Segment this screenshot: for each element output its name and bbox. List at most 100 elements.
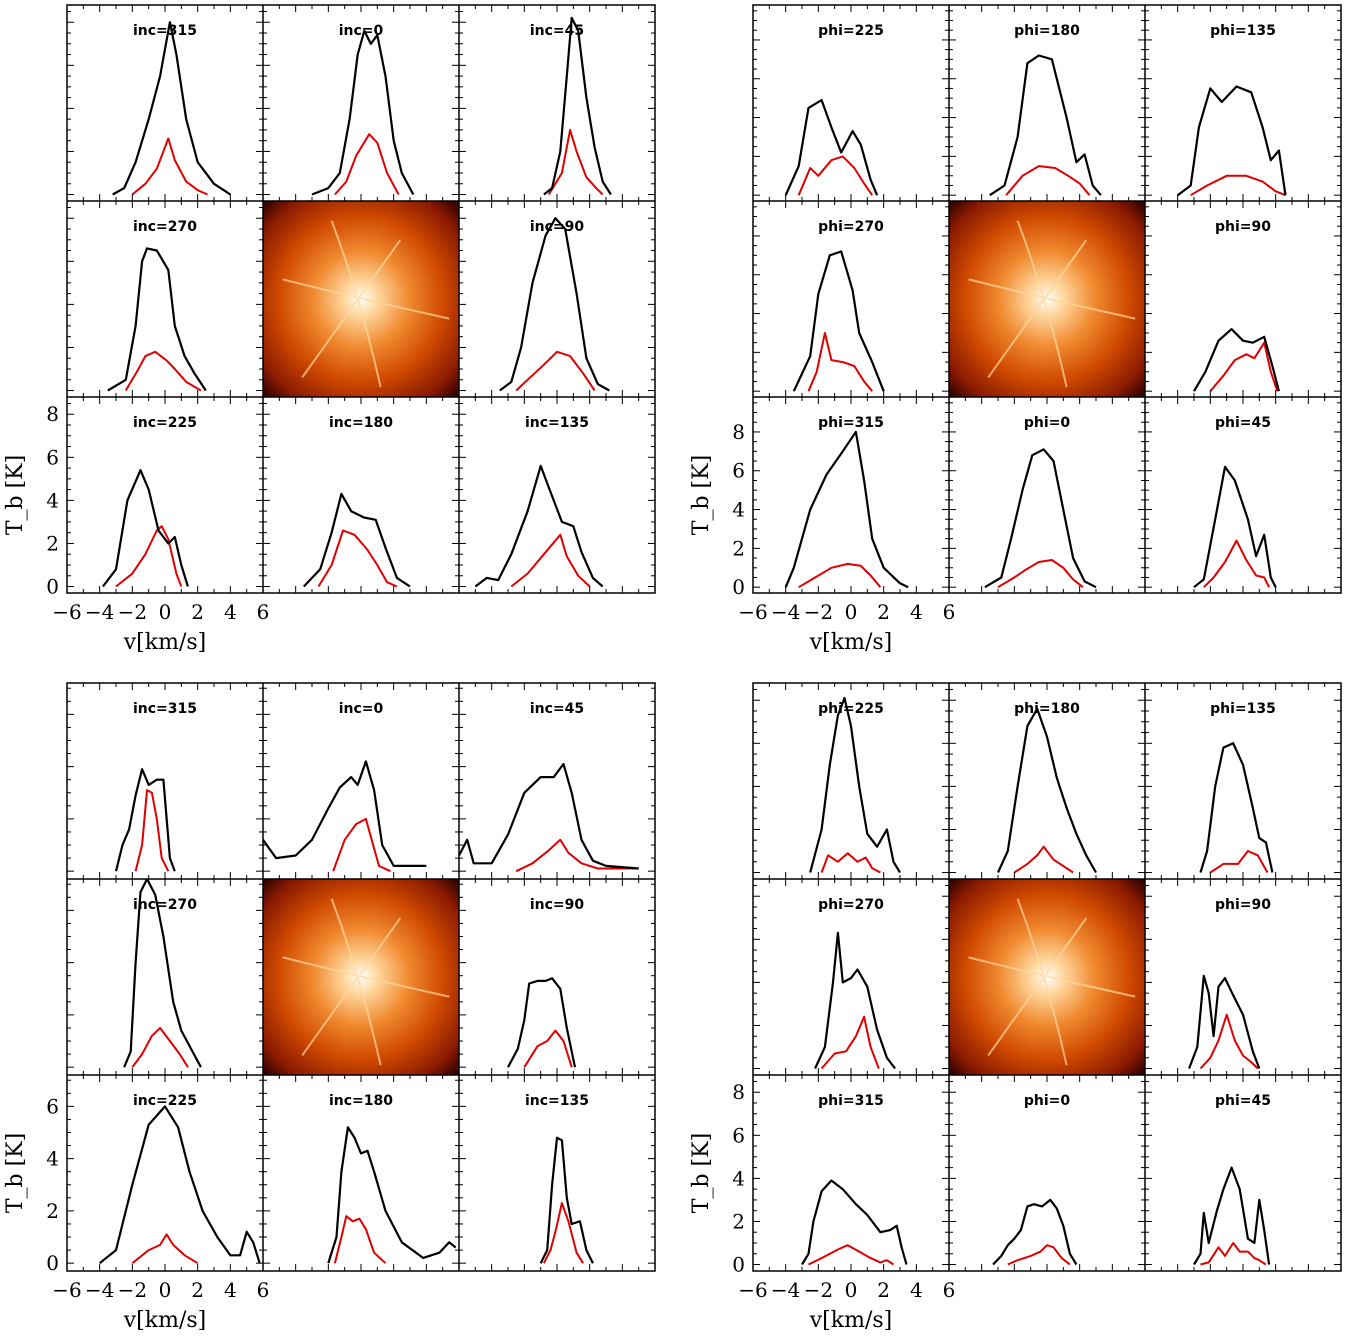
panel-background <box>753 683 949 879</box>
red-spectrum-line <box>131 137 208 196</box>
red-spectrum-line <box>820 1015 880 1070</box>
x-tick-label: 2 <box>191 600 204 624</box>
panel-lines <box>543 16 612 196</box>
y-axis-title: T_b [K] <box>689 1133 714 1213</box>
y-axis-title: T_b [K] <box>3 455 28 535</box>
black-spectrum-line <box>99 1105 261 1265</box>
panel-inc-225: inc=225 <box>67 1075 263 1271</box>
black-spectrum-line <box>303 492 411 588</box>
red-spectrum-line <box>547 128 604 196</box>
panel-inc-315: inc=315 <box>67 683 263 879</box>
red-spectrum-line <box>333 1215 387 1264</box>
x-tick-label: 2 <box>191 1278 204 1302</box>
y-tick-label: 4 <box>46 1147 59 1171</box>
red-spectrum-line <box>115 525 183 588</box>
filament-strokes <box>282 898 450 1066</box>
y-tick-label: 4 <box>732 1166 745 1190</box>
red-spectrum-line <box>1203 539 1270 588</box>
panel-lines <box>989 54 1102 197</box>
panel-phi-315: phi=315 <box>753 1075 949 1271</box>
red-spectrum-line <box>1200 1242 1267 1266</box>
filament <box>987 917 1088 1056</box>
panel-background <box>67 397 263 593</box>
panel-phi-225: phi=225 <box>753 683 949 879</box>
panel-background <box>459 1075 655 1271</box>
filament <box>968 278 1136 320</box>
panel-title: inc=90 <box>530 897 585 913</box>
panel-lines <box>801 1179 908 1266</box>
black-spectrum-line <box>543 16 612 196</box>
panel-background <box>949 5 1145 201</box>
black-spectrum-line <box>1193 1166 1271 1266</box>
red-spectrum-line <box>797 155 874 196</box>
black-spectrum-line <box>1199 742 1274 873</box>
red-spectrum-line <box>124 350 202 392</box>
red-spectrum-line <box>997 559 1084 589</box>
panel-lines <box>303 492 411 588</box>
panel-lines <box>327 1126 457 1264</box>
y-tick-label: 8 <box>46 402 59 426</box>
chart-block-top-left: inc=315 inc=0 inc=45 inc=270 inc=90 inc=225 in… <box>3 4 656 655</box>
filament <box>1016 220 1068 388</box>
x-axis-title: v[km/s] <box>809 630 893 655</box>
filament <box>282 956 450 998</box>
red-spectrum-line <box>1199 1013 1259 1070</box>
black-spectrum-line <box>123 879 202 1068</box>
black-spectrum-line <box>809 697 901 874</box>
x-tick-label: 0 <box>159 600 172 624</box>
chart-block-bottom-right: phi=225 phi=180 phi=135 phi=270 phi=90 phi=31… <box>689 682 1342 1333</box>
panel-title: inc=315 <box>133 23 197 39</box>
red-spectrum-line <box>1209 850 1269 874</box>
y-tick-label: 4 <box>46 488 59 512</box>
panel-inc-180: inc=180 <box>263 397 459 593</box>
panel-title: phi=0 <box>1024 415 1071 431</box>
panel-background <box>753 397 949 593</box>
panel-title: phi=225 <box>818 23 884 39</box>
panel-phi-180: phi=180 <box>949 5 1145 201</box>
panel-lines <box>263 760 427 873</box>
red-spectrum-line <box>1007 1244 1071 1266</box>
panel-title: inc=45 <box>530 701 584 717</box>
x-tick-label: 6 <box>257 600 270 624</box>
panel-phi-0: phi=0 <box>949 397 1145 593</box>
x-tick-label: −2 <box>804 1278 833 1302</box>
panel-lines <box>507 977 577 1068</box>
red-spectrum-line <box>820 852 881 874</box>
panel-background <box>67 5 263 201</box>
panel-lines <box>1193 328 1280 392</box>
panel-title: phi=45 <box>1215 1093 1271 1109</box>
black-spectrum-line <box>499 217 610 392</box>
panel-background <box>67 683 263 879</box>
tick-marks <box>752 5 1342 593</box>
black-spectrum-line <box>112 21 231 196</box>
x-tick-label: 0 <box>845 600 858 624</box>
panel-lines <box>1188 974 1261 1070</box>
panel-inc-315: inc=315 <box>67 5 263 201</box>
panel-title: inc=135 <box>525 1093 589 1109</box>
panel-phi-270: phi=270 <box>753 201 949 397</box>
panel-background <box>1145 5 1341 201</box>
panel-title: phi=270 <box>818 219 884 235</box>
y-tick-label: 0 <box>732 575 745 599</box>
x-tick-label: 2 <box>877 1278 890 1302</box>
panel-background <box>67 879 263 1075</box>
panel-background <box>263 5 459 201</box>
panel-background <box>1145 879 1341 1075</box>
black-spectrum-line <box>996 707 1097 874</box>
black-spectrum-line <box>1177 85 1287 197</box>
x-axis-title: v[km/s] <box>123 630 207 655</box>
x-tick-label: −4 <box>771 1278 800 1302</box>
panel-lines <box>114 768 176 872</box>
x-tick-label: −6 <box>52 600 81 624</box>
red-spectrum-line <box>334 133 400 196</box>
filament <box>1016 898 1068 1066</box>
red-spectrum-line <box>317 529 398 588</box>
y-tick-label: 6 <box>46 445 59 469</box>
x-tick-label: 4 <box>910 600 923 624</box>
panel-background <box>459 201 655 397</box>
x-axis-title: v[km/s] <box>809 1308 893 1333</box>
black-spectrum-line <box>792 250 885 392</box>
x-tick-label: −2 <box>804 600 833 624</box>
panel-phi-135: phi=135 <box>1145 683 1341 879</box>
x-tick-label: 6 <box>943 600 956 624</box>
